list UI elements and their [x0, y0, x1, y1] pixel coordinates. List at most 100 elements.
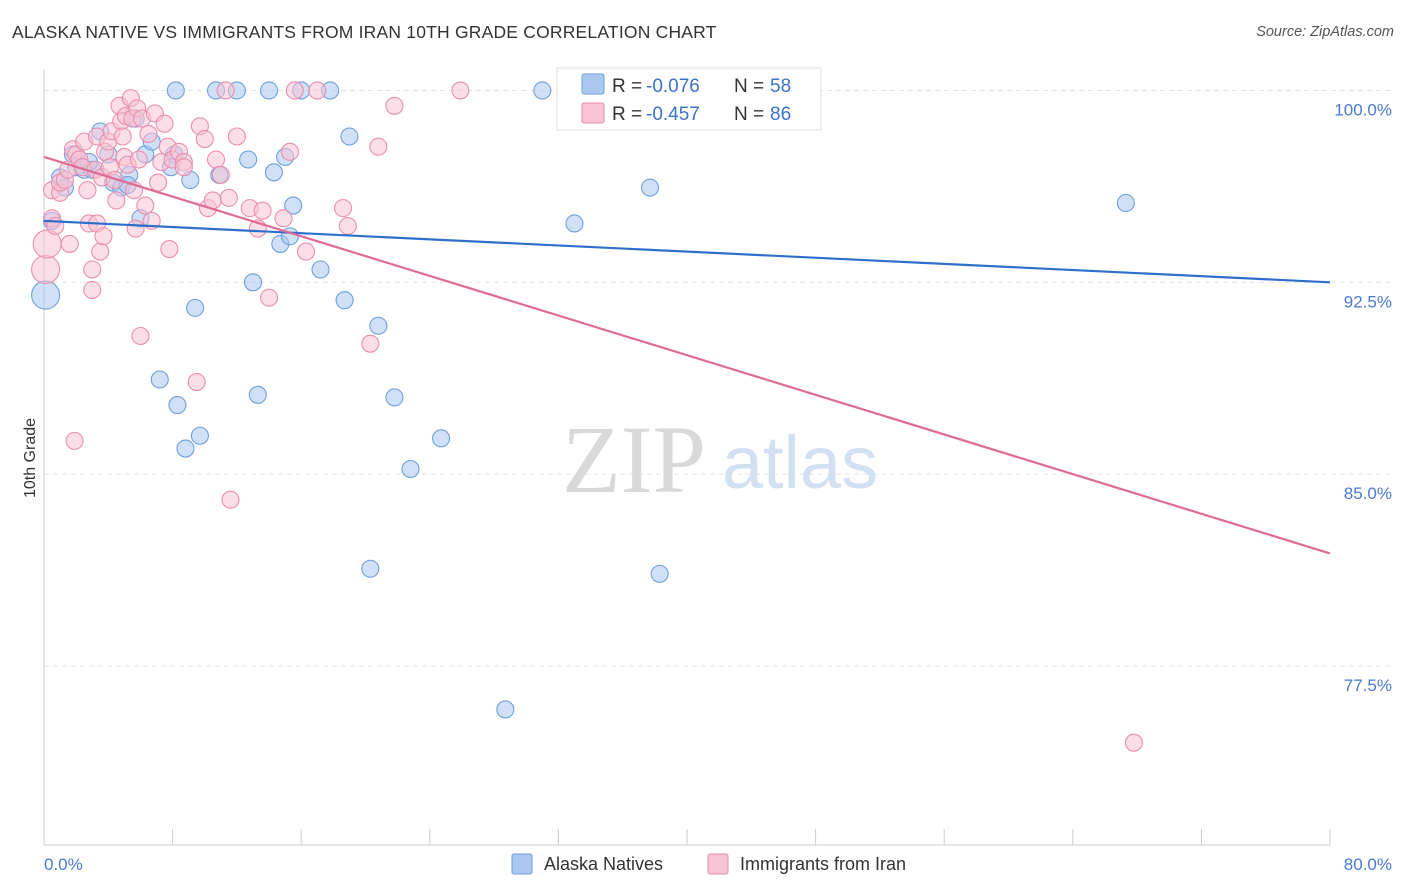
- bottom-legend-label-blue: Alaska Natives: [544, 854, 663, 874]
- point-alaska-46: [533, 81, 552, 100]
- point-alaska-31: [264, 163, 283, 182]
- point-alaska-23: [186, 298, 205, 317]
- point-alaska-34: [284, 196, 303, 215]
- source-label: Source: ZipAtlas.com: [1256, 24, 1394, 40]
- point-iran-25: [94, 227, 113, 246]
- point-alaska-42: [385, 388, 404, 407]
- x-tick-label-1: 80.0%: [1344, 855, 1392, 874]
- legend-r-label-pink: R =: [612, 104, 642, 125]
- point-iran-83: [451, 81, 470, 100]
- y-tick-label-3: 100.0%: [1334, 100, 1392, 119]
- point-iran-63: [206, 150, 226, 169]
- point-alaska-41: [369, 316, 388, 335]
- point-alaska-36: [311, 260, 330, 279]
- series-alaska-natives: [31, 81, 1135, 719]
- point-iran-30: [105, 170, 124, 190]
- point-alaska-19: [166, 81, 185, 100]
- point-iran-9: [60, 234, 79, 253]
- series-legend: Alaska Natives Immigrants from Iran: [511, 853, 906, 875]
- x-tick-label-0: 0.0%: [44, 855, 83, 874]
- point-alaska-0: [31, 280, 61, 310]
- y-tick-labels: 77.5% 85.0% 92.5% 100.0%: [1334, 100, 1392, 694]
- series-immigrants-iran: [31, 81, 1143, 752]
- point-iran-68: [227, 127, 246, 146]
- point-iran-81: [369, 137, 388, 156]
- legend-n-label-blue: N =: [734, 76, 764, 97]
- point-iran-73: [274, 209, 293, 228]
- bottom-legend-swatch-pink: [707, 853, 729, 875]
- point-iran-66: [219, 188, 238, 207]
- legend-n-value-blue: 58: [770, 76, 791, 97]
- point-iran-82: [385, 96, 404, 115]
- point-iran-65: [216, 81, 235, 100]
- watermark-atlas: atlas: [722, 421, 878, 504]
- legend-r-value-pink: -0.457: [646, 104, 700, 125]
- point-iran-71: [253, 201, 272, 220]
- point-iran-18: [83, 260, 102, 279]
- point-alaska-44: [432, 429, 451, 448]
- point-iran-19: [83, 280, 102, 300]
- axes: [43, 70, 1331, 846]
- point-iran-77: [308, 81, 327, 100]
- point-alaska-48: [640, 178, 660, 197]
- point-alaska-29: [248, 385, 267, 404]
- point-alaska-43: [401, 459, 420, 479]
- point-iran-0: [31, 254, 61, 285]
- y-tick-label-0: 77.5%: [1344, 676, 1392, 695]
- y-tick-label-2: 92.5%: [1344, 292, 1392, 311]
- point-alaska-28: [243, 273, 263, 292]
- point-alaska-17: [150, 370, 169, 389]
- point-iran-85: [174, 158, 193, 177]
- point-alaska-38: [335, 291, 354, 310]
- legend-n-value-pink: 86: [770, 104, 791, 125]
- point-iran-16: [78, 181, 97, 200]
- point-alaska-52: [1116, 193, 1135, 213]
- point-iran-46: [136, 196, 155, 215]
- point-iran-67: [221, 490, 240, 509]
- watermark-zip: ZIP: [562, 406, 706, 513]
- trend-lines: [43, 155, 1331, 555]
- point-iran-50: [149, 173, 168, 192]
- point-iran-64: [211, 165, 230, 184]
- legend-r-value-blue: -0.076: [646, 76, 700, 97]
- point-iran-34: [113, 127, 132, 146]
- point-iran-72: [259, 288, 279, 307]
- grid-lines: [44, 89, 1392, 667]
- y-tick-label-1: 85.0%: [1344, 484, 1392, 503]
- point-iran-41: [126, 219, 145, 238]
- point-alaska-49: [650, 564, 669, 583]
- point-alaska-39: [340, 127, 359, 146]
- legend-r-label-blue: R =: [612, 76, 642, 97]
- trend-line-iran: [43, 155, 1331, 555]
- bottom-legend-swatch-blue: [511, 853, 533, 875]
- point-iran-43: [129, 150, 148, 169]
- chart-title: ALASKA NATIVE VS IMMIGRANTS FROM IRAN 10…: [12, 22, 717, 42]
- x-tick-labels: 0.0% 80.0%: [44, 855, 1392, 874]
- point-iran-79: [338, 216, 357, 236]
- point-iran-58: [187, 372, 206, 392]
- point-iran-31: [107, 191, 126, 210]
- correlation-legend: R = -0.076 N = 58 R = -0.457 N = 86: [556, 67, 822, 131]
- legend-swatch-blue: [581, 73, 605, 95]
- point-alaska-30: [259, 81, 279, 100]
- point-iran-60: [195, 130, 214, 149]
- point-iran-76: [296, 242, 316, 261]
- watermark: ZIP atlas: [562, 406, 878, 513]
- point-iran-75: [285, 81, 304, 100]
- bottom-legend-label-pink: Immigrants from Iran: [740, 854, 906, 874]
- point-iran-80: [361, 334, 380, 353]
- point-alaska-27: [239, 150, 258, 169]
- point-iran-84: [1124, 733, 1143, 752]
- point-iran-44: [131, 326, 150, 346]
- point-iran-23: [91, 242, 110, 261]
- point-alaska-24: [190, 426, 209, 445]
- point-iran-11: [65, 431, 84, 450]
- point-alaska-45: [496, 700, 515, 719]
- legend-n-label-pink: N =: [734, 104, 764, 125]
- trend-line-alaska: [43, 219, 1331, 284]
- point-iran-52: [155, 114, 174, 133]
- point-iran-78: [333, 199, 353, 218]
- point-iran-47: [139, 124, 158, 143]
- point-alaska-20: [168, 396, 187, 415]
